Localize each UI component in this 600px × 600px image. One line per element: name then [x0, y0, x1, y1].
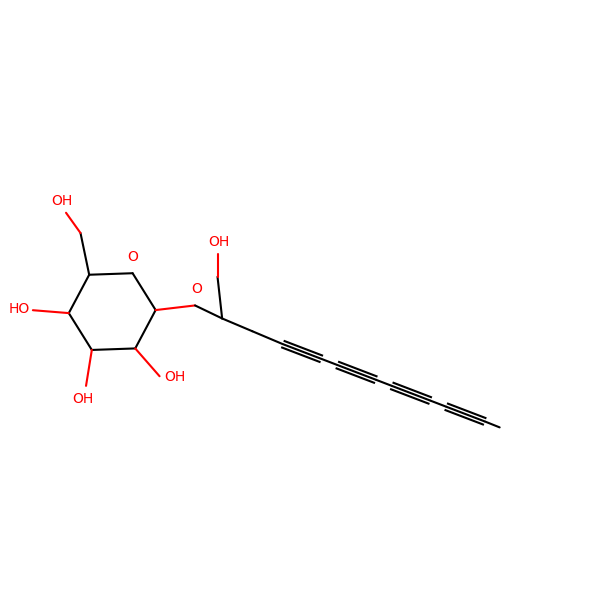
Text: OH: OH: [73, 392, 94, 406]
Text: O: O: [127, 250, 138, 264]
Text: OH: OH: [164, 370, 185, 385]
Text: OH: OH: [51, 194, 72, 208]
Text: HO: HO: [9, 302, 30, 316]
Text: OH: OH: [208, 235, 229, 249]
Text: O: O: [191, 282, 202, 296]
